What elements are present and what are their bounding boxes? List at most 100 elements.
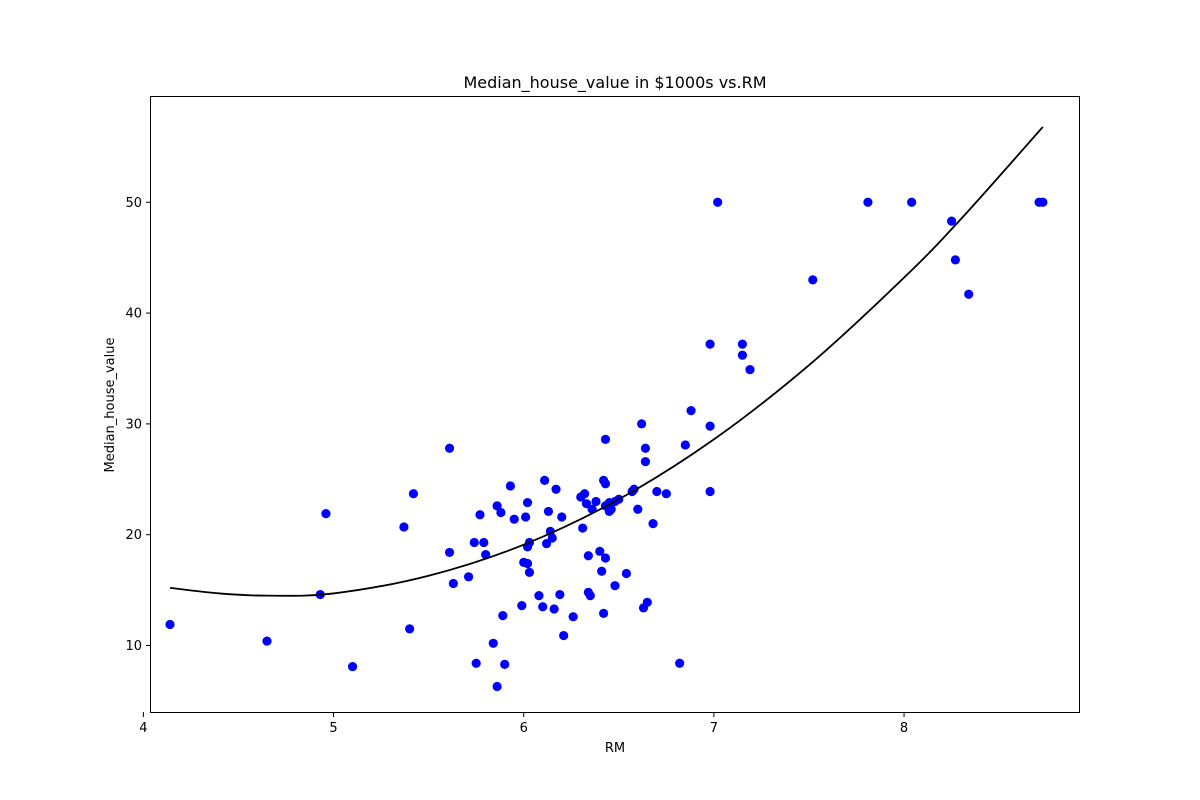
data-point xyxy=(600,479,611,489)
data-point xyxy=(509,514,519,524)
data-point xyxy=(538,602,548,612)
x-tick-label: 6 xyxy=(520,721,528,736)
data-point xyxy=(583,551,593,561)
data-point xyxy=(521,512,531,522)
data-point xyxy=(705,339,715,349)
data-point xyxy=(547,533,557,543)
data-point xyxy=(505,481,516,491)
plot-frame xyxy=(150,96,1080,713)
data-point xyxy=(648,519,658,529)
data-point xyxy=(579,489,590,499)
data-point xyxy=(551,484,561,494)
data-point xyxy=(262,636,272,646)
data-point xyxy=(555,589,565,600)
y-axis: 10 20 30 40 50 xyxy=(125,196,151,654)
data-point xyxy=(598,608,609,618)
data-point xyxy=(600,553,611,563)
data-point xyxy=(463,572,474,582)
data-point xyxy=(621,568,632,579)
data-point xyxy=(600,434,611,445)
data-point xyxy=(481,550,491,560)
data-point xyxy=(549,604,559,614)
data-point xyxy=(713,197,723,207)
data-point xyxy=(522,497,533,508)
data-point xyxy=(498,610,508,621)
data-point xyxy=(541,538,552,549)
data-point xyxy=(591,496,601,507)
data-point xyxy=(488,638,498,648)
x-tick-label: 7 xyxy=(710,721,718,736)
data-point xyxy=(321,509,331,519)
data-point xyxy=(165,619,175,630)
data-point xyxy=(637,419,647,429)
y-tick-label: 10 xyxy=(125,639,142,654)
data-point xyxy=(610,581,620,591)
x-tick-label: 5 xyxy=(329,721,337,736)
data-point xyxy=(585,591,595,601)
data-point xyxy=(557,512,567,522)
y-tick-label: 40 xyxy=(125,307,142,322)
data-point xyxy=(606,504,616,514)
data-point xyxy=(578,523,588,533)
data-point xyxy=(808,275,818,285)
data-point xyxy=(522,558,533,569)
data-point xyxy=(640,456,651,467)
data-point xyxy=(469,537,479,548)
data-point xyxy=(408,489,419,499)
data-point xyxy=(540,475,550,486)
data-point xyxy=(705,486,715,497)
data-point xyxy=(640,443,651,453)
data-point xyxy=(405,624,415,634)
data-point xyxy=(543,506,554,517)
data-point xyxy=(595,546,605,556)
data-point xyxy=(661,489,671,499)
data-point xyxy=(705,421,715,431)
data-point xyxy=(347,661,358,672)
y-axis-label: Median_house_value xyxy=(103,338,118,473)
data-point xyxy=(633,504,643,514)
data-point xyxy=(737,350,748,360)
x-axis: 4 5 6 7 8 xyxy=(139,712,908,736)
data-point xyxy=(964,289,974,299)
data-point xyxy=(642,597,652,607)
data-point xyxy=(581,499,592,509)
data-point xyxy=(652,486,662,497)
x-tick-label: 8 xyxy=(900,721,908,736)
data-point xyxy=(737,339,748,349)
data-point xyxy=(444,443,455,453)
data-point xyxy=(471,658,481,668)
fit-curve xyxy=(169,126,1044,597)
data-point xyxy=(686,405,696,416)
data-point xyxy=(399,522,409,532)
data-point xyxy=(534,591,544,601)
plot-area xyxy=(165,126,1048,692)
x-axis-label: RM xyxy=(605,741,625,756)
data-point xyxy=(568,612,578,622)
data-point xyxy=(448,578,458,589)
data-point xyxy=(745,364,755,375)
data-point xyxy=(444,547,455,558)
data-point xyxy=(475,510,485,520)
data-point xyxy=(500,659,510,669)
data-point xyxy=(524,567,535,577)
data-point xyxy=(863,197,873,207)
y-tick-label: 20 xyxy=(125,528,142,543)
chart-title: Median_house_value in $1000s vs.RM xyxy=(463,73,766,93)
data-point xyxy=(946,216,957,226)
data-point xyxy=(675,658,685,668)
data-point xyxy=(492,501,502,511)
data-point xyxy=(492,681,502,692)
data-point xyxy=(517,601,527,611)
data-point xyxy=(680,440,690,450)
data-point xyxy=(1038,197,1048,207)
data-point xyxy=(907,197,917,207)
data-point xyxy=(559,630,569,641)
data-point xyxy=(950,255,960,265)
y-tick-label: 50 xyxy=(125,196,142,211)
data-point xyxy=(496,507,506,518)
data-point xyxy=(597,566,607,576)
x-tick-label: 4 xyxy=(139,721,147,736)
data-point xyxy=(479,537,489,548)
y-tick-label: 30 xyxy=(125,417,142,432)
